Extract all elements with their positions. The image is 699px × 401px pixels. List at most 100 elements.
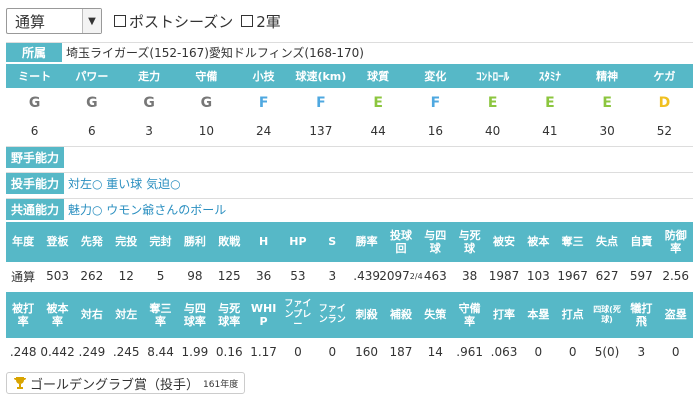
affiliation-row: 所属 埼玉ライガーズ(152-167)愛知ドルフィンズ(168-170) — [6, 42, 693, 62]
pitch-value: 14 — [427, 345, 443, 359]
pitch-header: 本塁 — [527, 308, 550, 322]
ability-grade: E — [545, 95, 555, 111]
pitch-value: 103 — [526, 269, 550, 283]
pitch-header: 四球(死球) — [593, 305, 621, 324]
pitcher-ability-value: 対左○ 重い球 気迫○ — [68, 177, 181, 191]
pitch-value-row-2: .248 0.442.249 .245 8.44 1.99 0.16 1.17 0 0 160 18… — [6, 338, 693, 366]
pitch-header: 与死球率 — [218, 301, 241, 328]
ability-value: 44 — [370, 124, 386, 138]
pitch-header: 被本 — [527, 235, 550, 249]
fielder-ability-value — [64, 147, 693, 168]
ability-value: 3 — [145, 124, 153, 138]
postseason-checkbox[interactable]: ポストシーズン — [114, 11, 233, 32]
affiliation-value: 埼玉ライガーズ(152-167)愛知ドルフィンズ(168-170) — [66, 46, 364, 60]
ability-header: 精神 — [596, 70, 619, 83]
pitch-header: 勝率 — [355, 235, 378, 249]
pitch-header: ファインプレー — [284, 298, 312, 331]
pitch-header: 与四球率 — [183, 301, 206, 328]
farm-checkbox[interactable]: 2軍 — [241, 11, 281, 32]
pitch-value: 0 — [294, 345, 302, 359]
pitch-header: 補殺 — [389, 308, 412, 322]
ability-grade: F — [430, 95, 441, 111]
pitch-header: 自責 — [630, 235, 653, 249]
farm-label: 2軍 — [256, 12, 281, 31]
pitch-value: .063 — [490, 345, 518, 359]
pitcher-ability-row: 投手能力 対左○ 重い球 気迫○ — [6, 172, 693, 194]
pitch-value: 38 — [462, 269, 478, 283]
ability-header: 小技 — [252, 70, 275, 83]
ability-grade: G — [200, 95, 213, 111]
ability-value: 16 — [427, 124, 444, 138]
pitch-value: 187 — [389, 345, 413, 359]
ability-value: 24 — [255, 124, 272, 138]
pitch-value: 1.99 — [181, 345, 209, 359]
pitch-value: 262 — [80, 269, 104, 283]
award-badge: ゴールデングラブ賞（投手） 161年度 — [6, 372, 246, 394]
pitch-header: 打率 — [492, 308, 515, 322]
pitch-value: .961 — [456, 345, 483, 359]
pitch-value: 2.56 — [662, 269, 690, 283]
pitch-value-row-1: 通算 503 262 12 5 98 125 36 53 3.439 2097 2/4 463 38 198… — [6, 262, 693, 290]
ability-header: 変化 — [424, 70, 447, 83]
pitch-header: 敗戦 — [218, 235, 241, 249]
ability-header: 守備 — [195, 70, 218, 83]
pitch-header: 奪三 — [561, 235, 584, 249]
ability-header-row: ミート パワー 走力 守備 小技 球速(km) 球質 変化 ｺﾝﾄﾛｰﾙ ｽﾀﾐﾅ 精神 ケガ — [6, 64, 693, 88]
ability-grade: G — [28, 95, 41, 111]
ability-grade: E — [602, 95, 612, 111]
ability-grade: D — [658, 95, 671, 111]
pitch-header: H — [258, 235, 269, 249]
pitch-header: 盗塁 — [664, 308, 687, 322]
pitch-header: 完投 — [115, 235, 138, 249]
ability-value: 30 — [599, 124, 615, 138]
pitch-value: 0 — [328, 345, 337, 359]
ability-header: 球質 — [367, 70, 390, 83]
pitch-value: 5(0) — [594, 345, 620, 359]
pitch-header: S — [328, 235, 337, 249]
pitch-value: 1.17 — [250, 345, 277, 359]
pitch-header: 打点 — [561, 308, 584, 322]
pitch-header: 犠打飛 — [630, 301, 653, 328]
ability-grade: F — [258, 95, 269, 111]
ability-grade: E — [373, 95, 383, 111]
trophy-icon — [14, 377, 26, 389]
common-ability-value: 魅力○ ウモン爺さんのボール — [68, 203, 227, 217]
ability-value: 6 — [88, 124, 96, 138]
pitch-header: 与死球 — [458, 228, 481, 255]
pitch-header: 対右 — [80, 308, 103, 322]
ability-grade: E — [487, 95, 498, 111]
checkbox-icon — [241, 15, 254, 27]
mode-select[interactable]: 通算 ▼ — [6, 8, 102, 34]
pitch-value: 8.44 — [147, 345, 174, 359]
pitch-header: 対左 — [115, 308, 138, 322]
pitch-value: 503 — [46, 269, 69, 283]
pitch-header: 年度 — [12, 235, 35, 249]
innings-fraction: 2/4 — [409, 271, 423, 281]
pitch-header: 守備率 — [458, 301, 481, 328]
pitch-header: 登板 — [46, 235, 69, 249]
pitch-value: 1967 — [557, 269, 588, 283]
ability-header: ケガ — [653, 70, 676, 83]
pitch-header: 被安 — [492, 235, 515, 249]
ability-value: 137 — [309, 124, 333, 138]
pitch-header: ファインラン — [318, 304, 346, 325]
pitch-value: 36 — [255, 269, 272, 283]
pitch-header: 刺殺 — [355, 308, 378, 322]
pitch-value: 通算 — [11, 269, 36, 284]
pitch-header: 失点 — [596, 235, 619, 249]
common-ability-label: 共通能力 — [6, 199, 64, 220]
chevron-down-icon: ▼ — [82, 9, 101, 33]
filter-bar: 通算 ▼ ポストシーズン 2軍 — [6, 6, 281, 36]
pitch-header: 与四球 — [424, 228, 447, 255]
pitch-header: 失策 — [424, 308, 447, 322]
pitch-value: 0 — [534, 345, 543, 359]
common-ability-row: 共通能力 魅力○ ウモン爺さんのボール — [6, 198, 693, 220]
pitch-value: 5 — [156, 269, 165, 283]
pitch-value: 0.16 — [215, 345, 243, 359]
ability-value: 6 — [30, 124, 39, 138]
ability-header: ｺﾝﾄﾛｰﾙ — [476, 70, 510, 83]
pitch-value: .249 — [78, 345, 106, 359]
ability-value: 41 — [542, 124, 558, 138]
fielder-ability-label: 野手能力 — [6, 147, 64, 168]
